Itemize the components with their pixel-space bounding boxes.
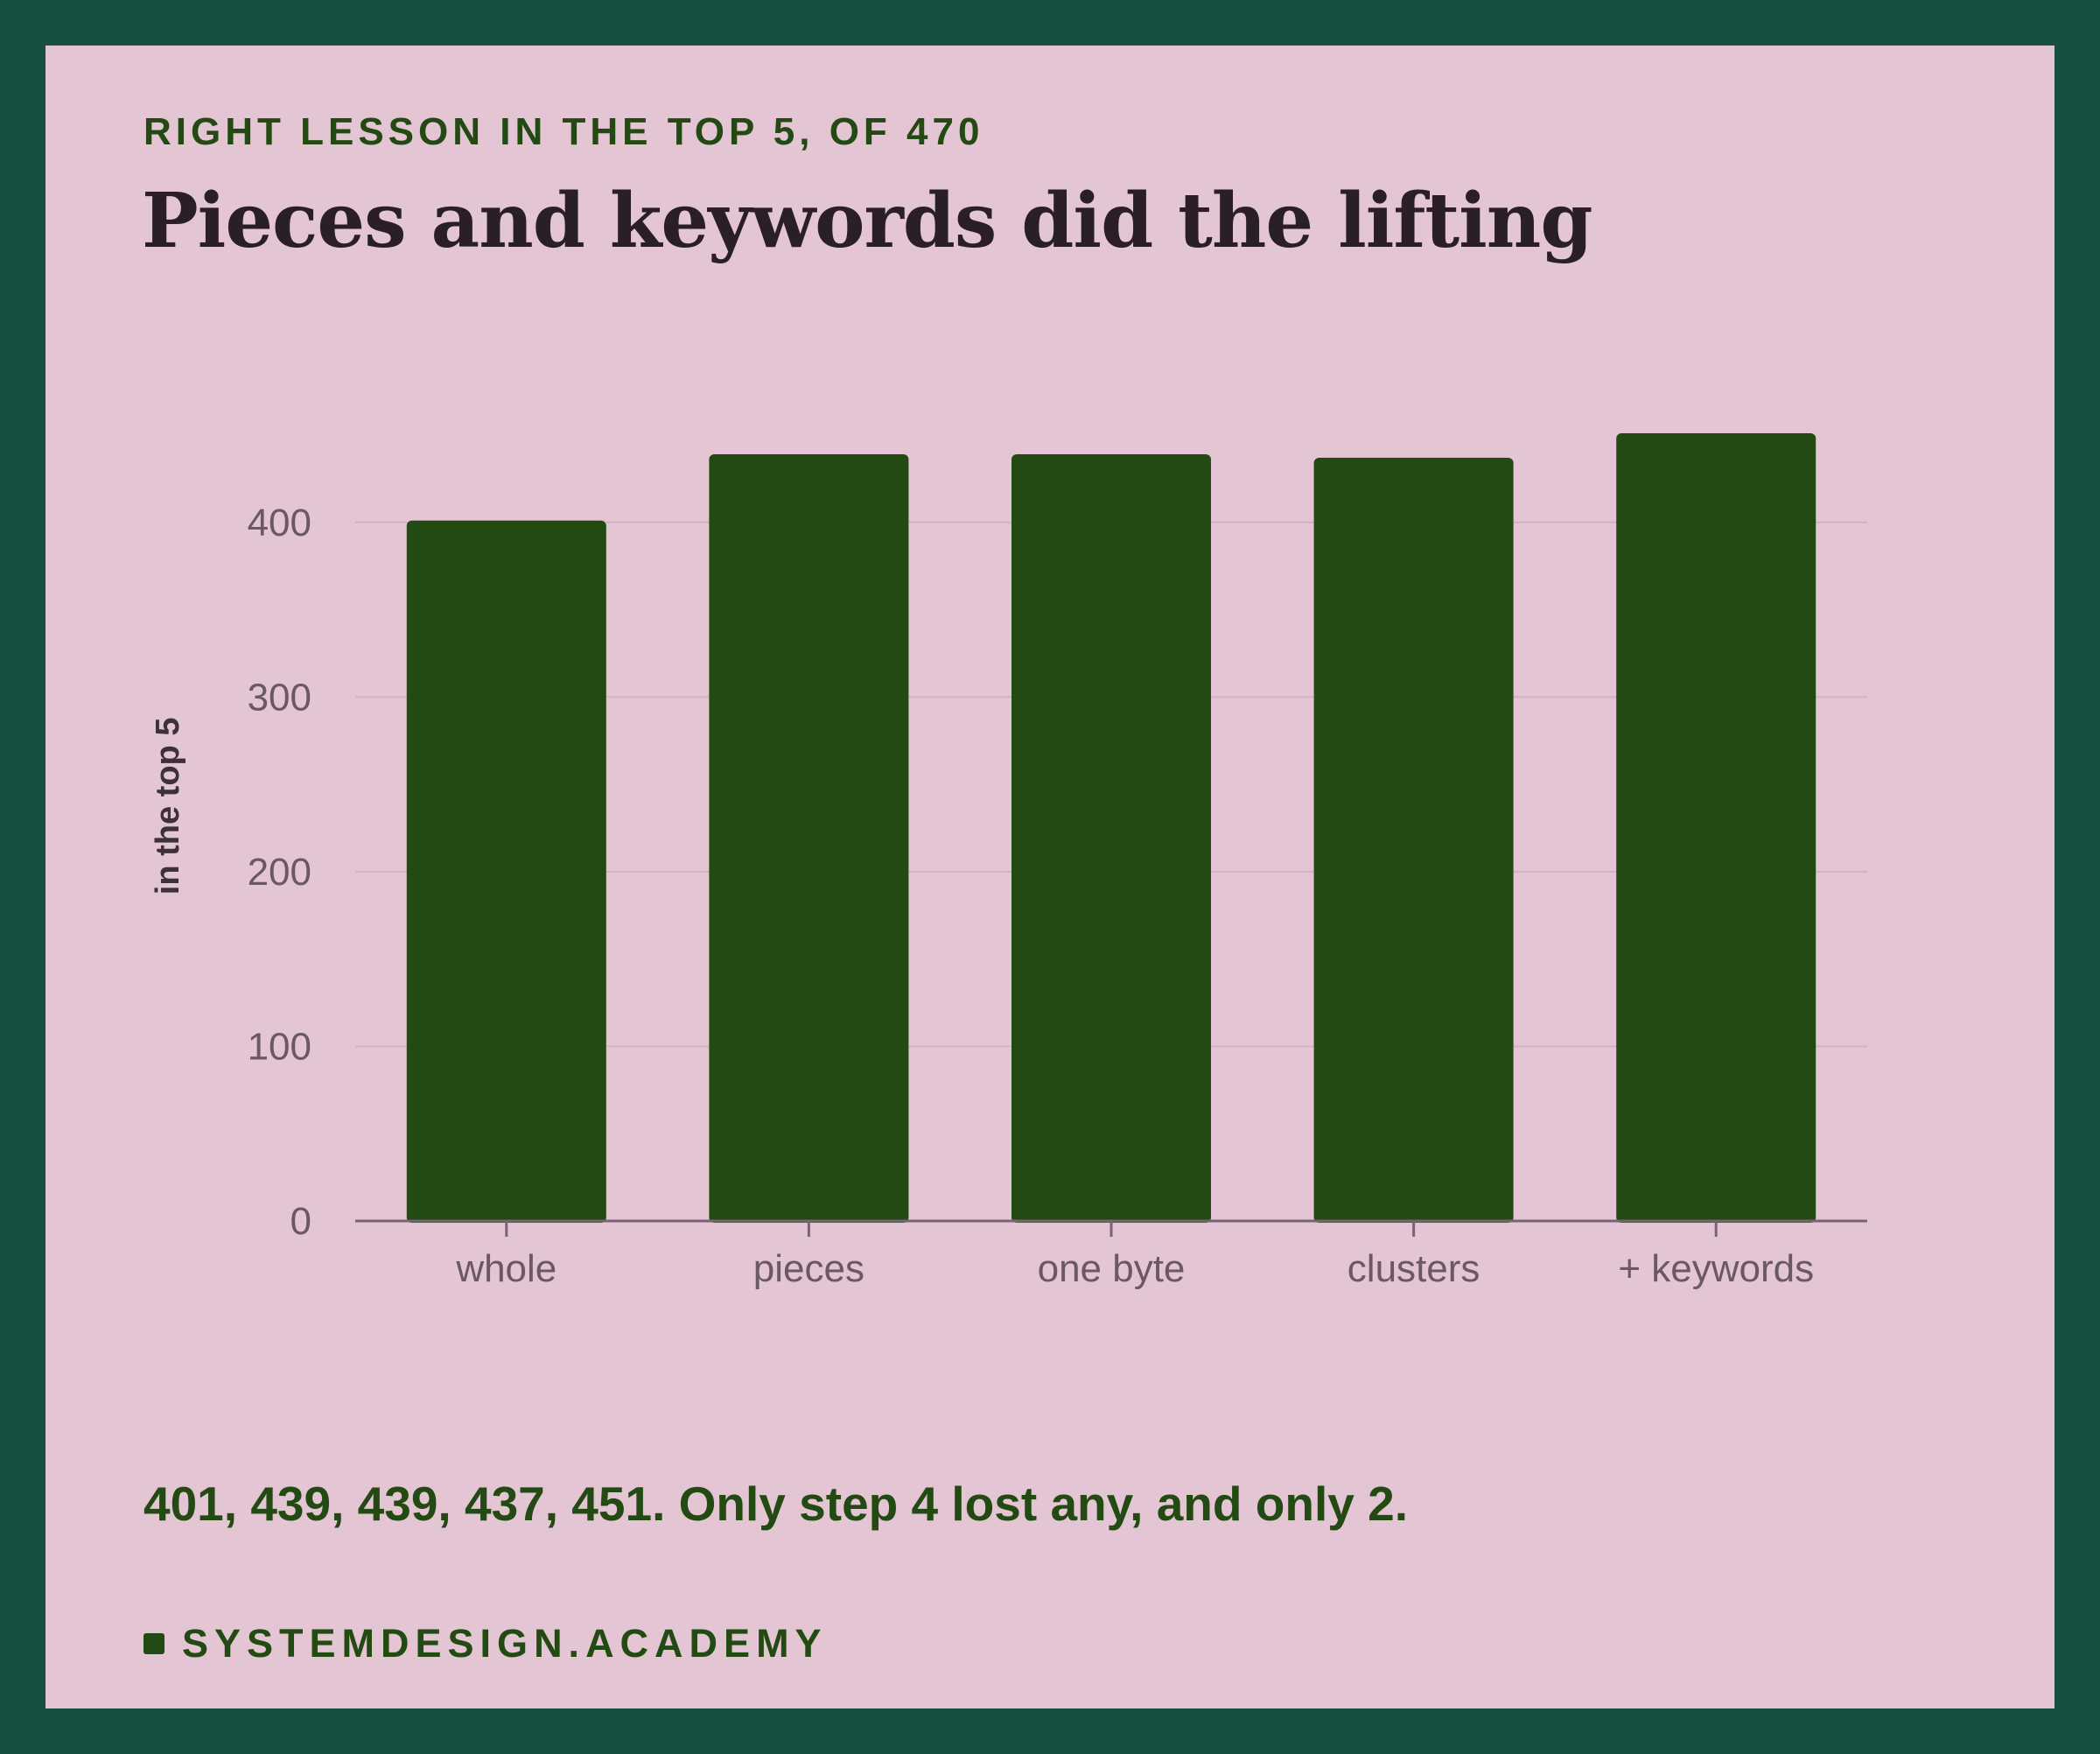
- square-icon: [144, 1633, 164, 1654]
- bars: [406, 433, 1816, 1223]
- footer-brand-text: SYSTEMDESIGN.ACADEMY: [182, 1621, 828, 1666]
- y-tick-label: 400: [248, 502, 312, 544]
- bar: [1313, 457, 1514, 1223]
- chart-eyebrow: RIGHT LESSON IN THE TOP 5, OF 470: [144, 110, 984, 153]
- bar: [1616, 433, 1816, 1223]
- chart-card: RIGHT LESSON IN THE TOP 5, OF 470 Pieces…: [46, 46, 2054, 1708]
- chart-title: Pieces and keywords did the lifting: [142, 177, 1592, 265]
- chart-caption: 401, 439, 439, 437, 451. Only step 4 los…: [144, 1477, 1408, 1531]
- x-tick-label: clusters: [1348, 1247, 1480, 1290]
- y-tick-label: 200: [248, 851, 312, 894]
- bar-chart: 0 100 200 300 400 whole pieces one byte clusters…: [150, 433, 1867, 1290]
- y-tick-label: 300: [248, 676, 312, 719]
- x-tick-label: + keywords: [1618, 1247, 1814, 1290]
- y-tick-label: 100: [248, 1025, 312, 1068]
- bar: [406, 520, 606, 1223]
- bar: [709, 453, 909, 1223]
- x-tick-label: one byte: [1038, 1247, 1186, 1290]
- y-axis-label: in the top 5: [150, 718, 186, 895]
- y-tick-label: 0: [290, 1200, 312, 1243]
- x-tick-label: pieces: [753, 1247, 864, 1290]
- footer-brand[interactable]: SYSTEMDESIGN.ACADEMY: [144, 1621, 828, 1666]
- axes: 0 100 200 300 400 whole pieces one byte clusters…: [248, 502, 1867, 1290]
- bar: [1012, 453, 1211, 1223]
- x-tick-label: whole: [455, 1247, 556, 1290]
